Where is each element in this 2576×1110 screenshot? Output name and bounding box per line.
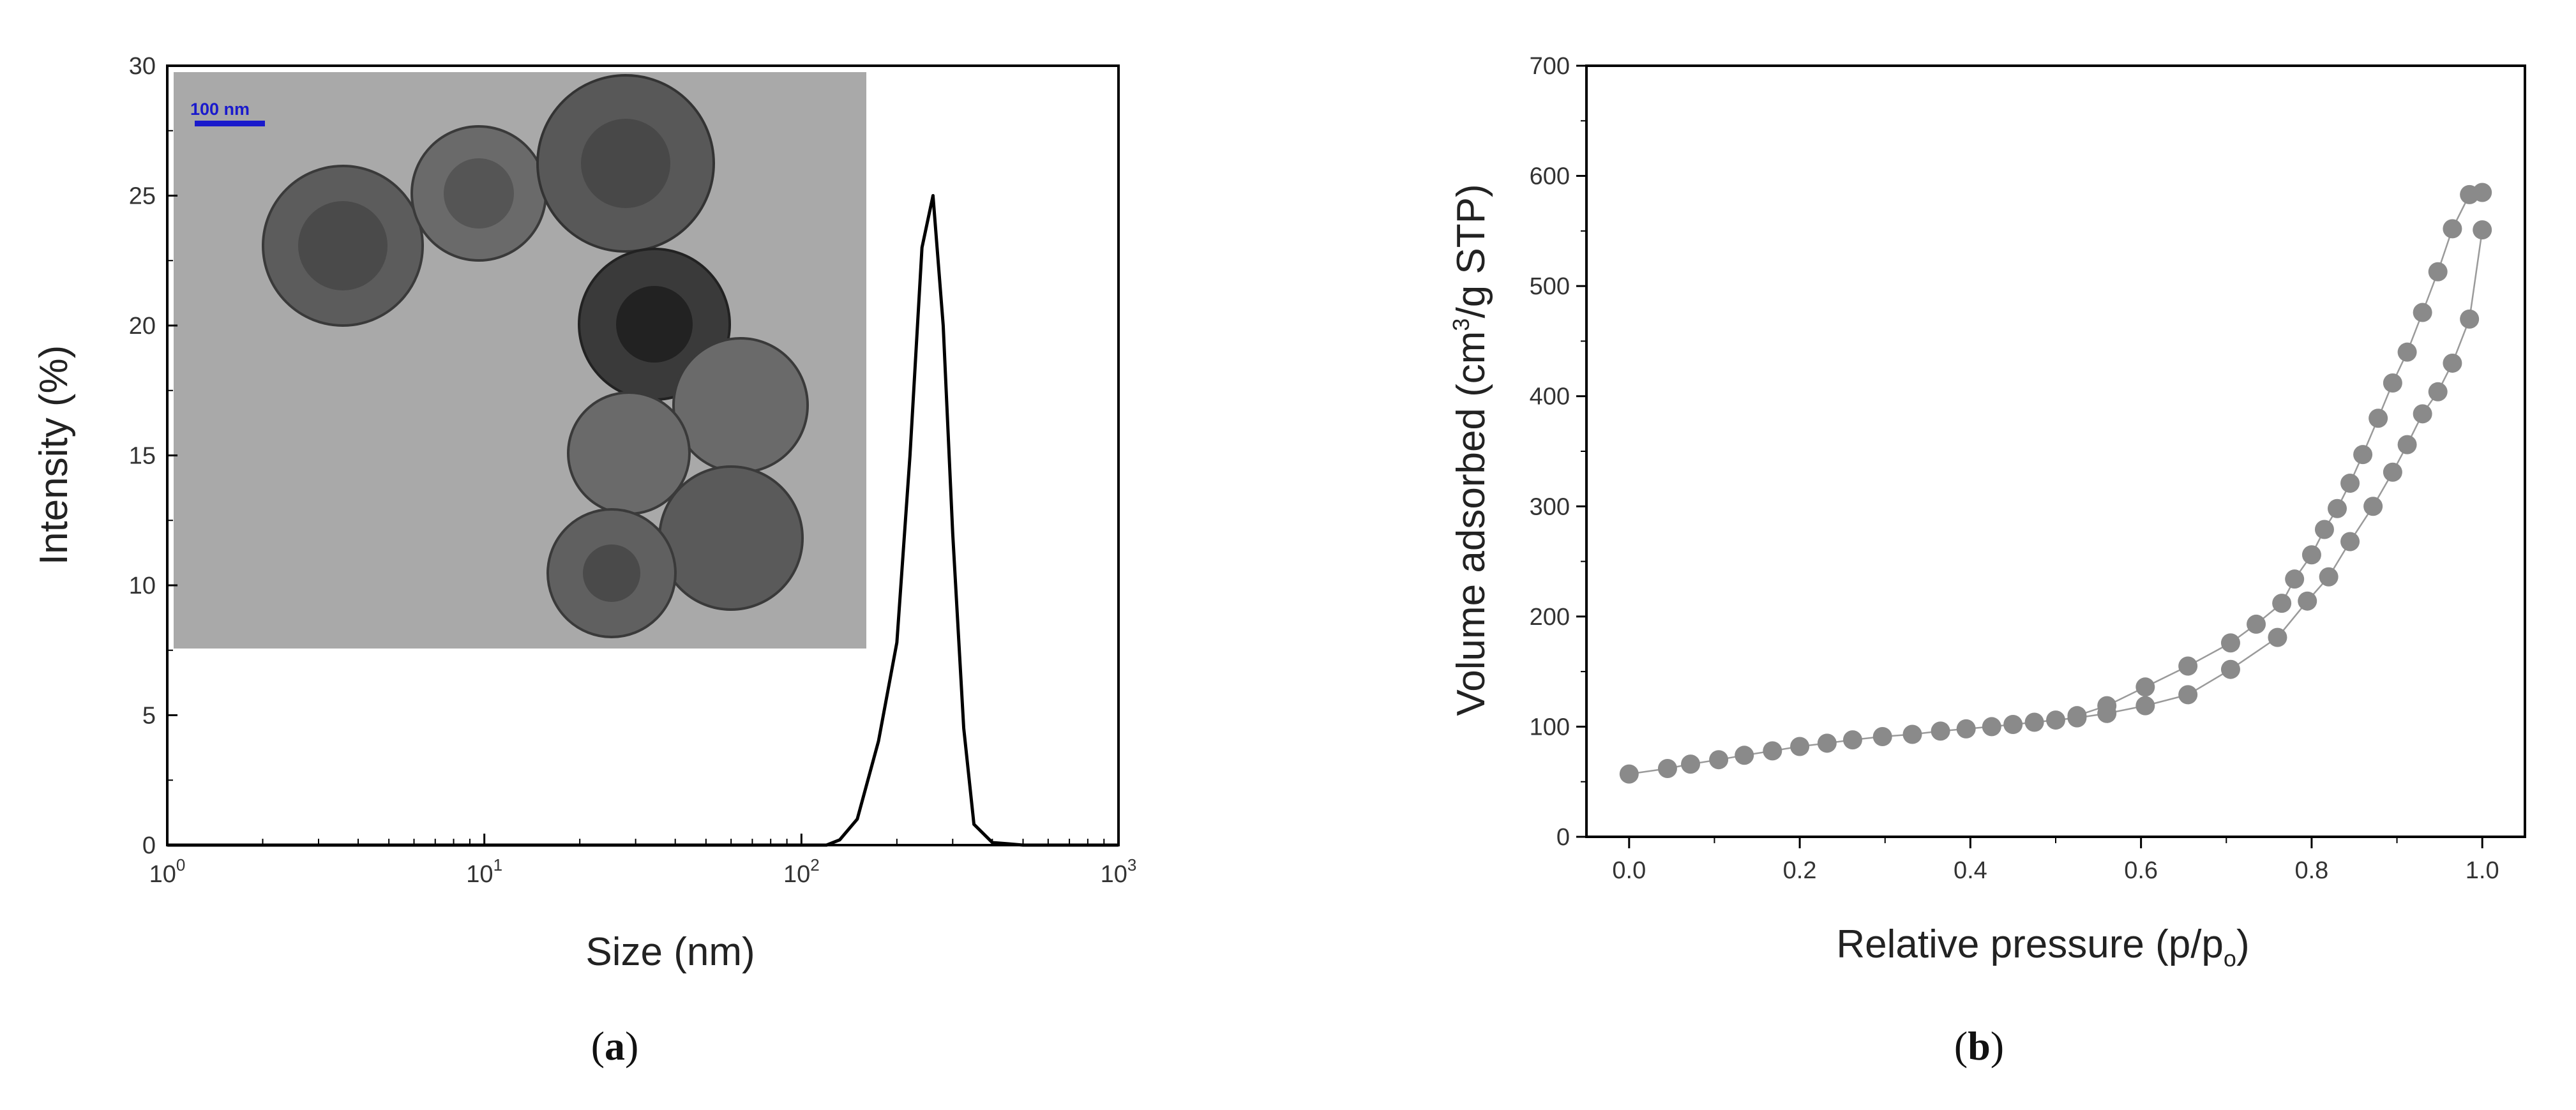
adsorption-branch-point <box>2363 497 2383 516</box>
desorption-branch-point <box>2067 706 2087 726</box>
x-tick-label: 0.0 <box>1612 857 1646 884</box>
y-tick-label: 500 <box>1530 273 1570 300</box>
desorption-branch-point <box>2369 409 2388 428</box>
y-tick-label: 20 <box>129 313 156 340</box>
desorption-branch-point <box>2397 342 2417 362</box>
tem-micrograph-icon <box>262 74 809 638</box>
y-tick-label: 200 <box>1530 604 1570 631</box>
y-tick-label: 30 <box>129 53 156 80</box>
adsorption-branch-line <box>1629 229 2483 775</box>
desorption-branch-point <box>2428 262 2448 281</box>
adsorption-branch-point <box>2397 435 2417 454</box>
panel-a-x-ticks: 100 101 102 103 <box>149 834 1137 888</box>
desorption-branch-point <box>2413 303 2432 322</box>
y-tick-label: 400 <box>1530 384 1570 410</box>
adsorption-branch-point <box>2135 696 2155 716</box>
desorption-branch-point <box>2301 545 2321 565</box>
desorption-branch-point <box>2314 520 2334 539</box>
adsorption-branch-point <box>2340 532 2360 551</box>
y-tick-label: 100 <box>1530 714 1570 740</box>
panel-a-x-axis-title: Size (nm) <box>585 930 755 974</box>
y-tick-label: 0 <box>1556 824 1570 851</box>
adsorption-branch-point <box>1902 724 1922 744</box>
panel-b-chart: 0 100 200 300 400 500 600 700 0.0 0.2 0.4 0.6 0.8 1.… <box>1448 53 2526 1069</box>
adsorption-branch-point <box>2298 591 2317 611</box>
adsorption-branch-point <box>2319 567 2339 587</box>
adsorption-branch-point <box>1763 741 1782 761</box>
adsorption-branch-point <box>1709 750 1729 770</box>
adsorption-branch-point <box>2413 404 2432 424</box>
adsorption-branch-point <box>1956 719 1976 739</box>
adsorption-branch-point <box>2024 712 2044 732</box>
adsorption-branch-point <box>1982 717 2001 737</box>
y-tick-label: 700 <box>1530 53 1570 80</box>
adsorption-branch-point <box>2046 710 2065 730</box>
desorption-branch-point <box>2220 633 2240 653</box>
panel-a-y-axis-title: Intensity (%) <box>32 345 76 566</box>
adsorption-branch-point <box>1619 764 1639 784</box>
desorption-branch-point <box>2443 219 2462 239</box>
adsorption-branch-point <box>2428 382 2448 401</box>
scale-bar-label: 100 nm <box>190 100 250 119</box>
adsorption-branch-point <box>1790 737 1810 756</box>
adsorption-branch-point <box>2443 353 2462 373</box>
desorption-branch-point <box>2285 569 2305 589</box>
desorption-branch-point <box>2473 183 2492 202</box>
desorption-branch-point <box>2097 696 2117 716</box>
x-tick-label: 0.2 <box>1783 857 1817 884</box>
x-tick-label: 102 <box>783 855 820 888</box>
adsorption-branch-point <box>2178 685 2198 705</box>
adsorption-branch-point <box>1842 730 1862 750</box>
x-tick-label: 0.4 <box>1954 857 1987 884</box>
y-tick-label: 0 <box>142 832 156 859</box>
x-tick-label: 101 <box>466 855 502 888</box>
adsorption-branch-point <box>2268 627 2287 647</box>
x-tick-label: 0.6 <box>2124 857 2158 884</box>
adsorption-branch-point <box>2460 309 2480 329</box>
desorption-branch-point <box>2178 656 2198 676</box>
intensity-distribution-line <box>167 194 1119 847</box>
x-tick-label: 1.0 <box>2466 857 2499 884</box>
adsorption-branch-point <box>1872 726 1892 746</box>
desorption-branch-point <box>2247 614 2266 634</box>
panel-a-chart: 100 nm 0 5 10 15 20 25 30 100 101 102 103 Size (n… <box>32 53 1136 1069</box>
desorption-branch-point <box>2383 373 2402 393</box>
adsorption-branch-point <box>1681 754 1701 774</box>
panel-b-series <box>1619 183 2492 784</box>
adsorption-branch-point <box>1735 746 1754 765</box>
scale-bar <box>195 121 265 126</box>
adsorption-branch-point <box>2383 462 2402 482</box>
panel-b-y-ticks: 0 100 200 300 400 500 600 700 <box>1530 53 1586 851</box>
x-tick-label: 100 <box>149 855 186 888</box>
x-tick-label: 103 <box>1101 855 1137 888</box>
panel-b-label: (b) <box>1954 1023 2004 1069</box>
y-tick-label: 300 <box>1530 493 1570 520</box>
panel-b-x-ticks: 0.0 0.2 0.4 0.6 0.8 1.0 <box>1612 837 2499 884</box>
y-tick-label: 10 <box>129 573 156 599</box>
adsorption-branch-point <box>2220 659 2240 679</box>
y-tick-label: 5 <box>142 703 156 730</box>
adsorption-branch-point <box>2003 714 2023 734</box>
adsorption-branch-point <box>1931 721 1950 741</box>
adsorption-branch-point <box>2473 220 2492 240</box>
desorption-branch-point <box>2272 594 2292 613</box>
panel-a-series <box>167 194 1119 847</box>
y-tick-label: 25 <box>129 183 156 210</box>
panel-b-y-axis-title: Volume adsorbed (cm3/g STP) <box>1448 184 1493 716</box>
desorption-branch-point <box>2135 677 2155 697</box>
panel-a-y-ticks: 0 5 10 15 20 25 30 <box>129 53 177 859</box>
adsorption-branch-point <box>1817 733 1837 753</box>
x-tick-label: 0.8 <box>2294 857 2328 884</box>
tem-micrograph-inset: 100 nm <box>174 72 866 649</box>
adsorption-branch-point <box>1657 759 1677 779</box>
desorption-branch-point <box>2340 474 2360 493</box>
y-tick-label: 15 <box>129 443 156 470</box>
panel-a-label: (a) <box>591 1023 639 1069</box>
desorption-branch-point <box>2353 445 2373 465</box>
y-tick-label: 600 <box>1530 163 1570 190</box>
desorption-branch-point <box>2328 499 2347 518</box>
panel-b-x-axis-title: Relative pressure (p/po) <box>1836 922 2249 971</box>
